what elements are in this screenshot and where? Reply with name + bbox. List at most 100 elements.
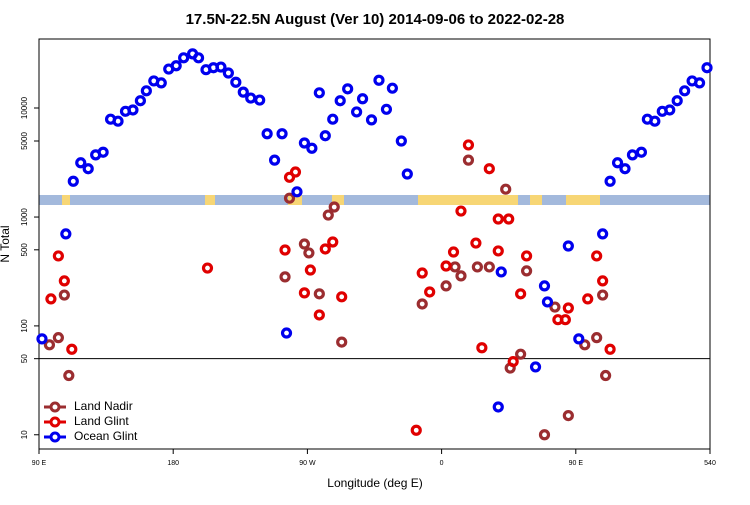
data-point	[313, 87, 325, 99]
legend-label: Land Glint	[74, 414, 129, 428]
x-tick-label: 0	[440, 460, 444, 467]
data-point	[440, 280, 452, 292]
data-point	[410, 424, 422, 436]
data-point	[45, 293, 57, 305]
data-point	[515, 348, 527, 360]
y-axis-label: N Total	[0, 225, 12, 262]
legend-label: Land Nadir	[74, 399, 133, 413]
ocean-strip	[39, 195, 710, 205]
data-point	[515, 288, 527, 300]
data-point	[306, 142, 318, 154]
data-point	[424, 286, 436, 298]
data-point	[471, 261, 483, 273]
data-point	[671, 95, 683, 107]
data-point	[336, 291, 348, 303]
data-point	[562, 240, 574, 252]
data-point	[529, 361, 542, 373]
data-point	[492, 245, 504, 257]
data-point	[693, 77, 706, 89]
data-point	[303, 247, 315, 259]
y-tick-label: 1000	[20, 208, 29, 226]
data-point	[373, 74, 385, 86]
data-point	[52, 250, 64, 262]
data-point	[63, 369, 75, 382]
chart-title: 17.5N-22.5N August (Ver 10) 2014-09-06 t…	[186, 11, 565, 28]
x-axis-label: Longitude (deg E)	[327, 476, 422, 490]
data-point	[604, 343, 616, 355]
data-point	[520, 265, 533, 277]
data-point	[298, 287, 311, 299]
data-point	[507, 355, 519, 368]
data-point	[192, 52, 205, 64]
y2-tick-label: 10000	[20, 96, 29, 119]
data-point	[416, 298, 428, 310]
data-point	[447, 246, 460, 258]
data-point	[298, 137, 311, 149]
data-point	[679, 85, 691, 97]
y2-tick-label: 5000	[20, 132, 29, 150]
data-point	[313, 309, 325, 321]
data-point	[237, 86, 249, 98]
y-tick-label: 100	[20, 319, 29, 333]
plot-frame	[38, 38, 711, 450]
data-point	[58, 275, 70, 287]
data-point	[611, 157, 624, 169]
data-point	[573, 333, 585, 345]
data-point	[279, 244, 291, 256]
data-point	[342, 83, 354, 95]
legend-marker	[49, 416, 61, 428]
data-point	[664, 104, 676, 116]
data-point	[635, 146, 648, 158]
data-point	[483, 163, 495, 175]
data-point	[380, 103, 393, 115]
data-point	[440, 260, 452, 272]
data-point	[319, 130, 331, 142]
data-point	[283, 171, 296, 183]
data-point	[280, 327, 293, 339]
data-point	[597, 289, 609, 301]
data-point	[503, 213, 515, 225]
data-point	[495, 266, 507, 278]
data-point	[549, 301, 561, 313]
land-strip	[418, 195, 518, 205]
data-point	[470, 237, 482, 249]
land-strip	[205, 195, 215, 205]
land-strip	[62, 195, 70, 205]
data-point	[520, 250, 533, 262]
data-point	[597, 228, 609, 240]
data-point	[476, 342, 488, 354]
data-point	[82, 163, 94, 175]
data-point	[289, 166, 302, 178]
data-point	[600, 369, 612, 382]
data-point	[66, 343, 78, 355]
data-point	[416, 267, 428, 279]
data-point	[334, 95, 346, 107]
x-tick-label: 90 W	[299, 460, 316, 467]
data-point	[626, 149, 639, 161]
data-point	[97, 146, 109, 158]
data-point	[36, 333, 48, 345]
data-point	[140, 85, 152, 97]
data-point	[60, 228, 72, 240]
data-point	[538, 429, 551, 441]
data-point	[579, 339, 591, 351]
data-point	[492, 401, 504, 413]
data-point	[298, 238, 311, 250]
data-point	[58, 289, 70, 301]
x-tick-label: 90 E	[569, 460, 584, 467]
data-point	[492, 213, 504, 225]
data-point	[356, 93, 369, 105]
data-point	[351, 106, 363, 118]
x-tick-label: 180	[167, 460, 179, 467]
data-point	[127, 104, 139, 116]
data-point	[304, 264, 316, 276]
data-point	[313, 288, 325, 300]
data-point	[500, 183, 512, 195]
data-point	[170, 60, 182, 72]
data-point	[365, 114, 378, 126]
data-point	[319, 243, 331, 255]
data-point	[395, 135, 407, 147]
data-point	[401, 168, 413, 180]
data-point	[222, 67, 234, 79]
data-point	[134, 95, 146, 107]
